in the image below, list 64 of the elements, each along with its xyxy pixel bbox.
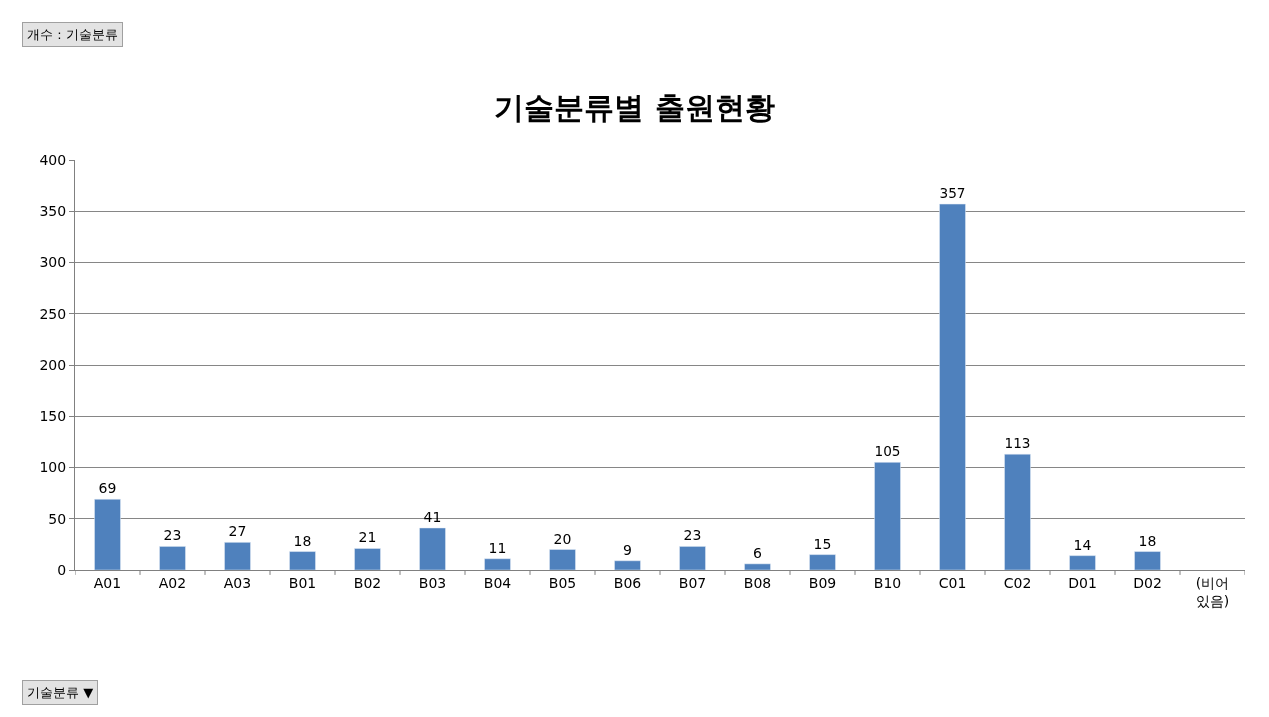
y-tick-label: 350 (39, 203, 67, 220)
bar (1134, 551, 1161, 570)
x-tick-label: A01 (93, 574, 122, 591)
x-tick-label: B09 (808, 574, 837, 591)
x-tick-label: B08 (743, 574, 772, 591)
x-tick-label: B10 (873, 574, 902, 591)
y-tick-label: 0 (57, 561, 67, 578)
bar (744, 563, 771, 570)
bar (679, 546, 706, 570)
data-label: 41 (423, 508, 442, 525)
data-label: 113 (1004, 435, 1031, 452)
text: 기술분류 ▼ (27, 685, 94, 700)
x-tick-label: B04 (483, 574, 512, 591)
y-tick-label: 150 (39, 408, 67, 425)
data-label: 23 (163, 527, 182, 544)
y-tick-label: 100 (39, 459, 67, 476)
x-tick-label: B07 (678, 574, 707, 591)
x-tick-label: B05 (548, 574, 577, 591)
bar (419, 527, 446, 570)
x-tick-label: B02 (353, 574, 382, 591)
data-label: 14 (1073, 536, 1092, 553)
x-tick-label: B03 (418, 574, 447, 591)
data-label: 357 (939, 185, 966, 202)
x-tick-label: (비어 있음) (1195, 574, 1230, 609)
x-tick-label: A03 (223, 574, 252, 591)
bar (1069, 555, 1096, 570)
data-label: 20 (553, 530, 572, 547)
x-tick-label: C02 (1003, 574, 1032, 591)
bar (94, 499, 121, 570)
bar (939, 203, 966, 570)
y-tick-label: 400 (39, 151, 67, 168)
y-tick-label: 250 (39, 305, 67, 322)
y-tick-label: 50 (48, 510, 67, 527)
x-tick-label: C01 (938, 574, 967, 591)
bar (1004, 453, 1031, 570)
y-tick-label: 300 (39, 254, 67, 271)
y-tick-label: 200 (39, 356, 67, 373)
bar (224, 542, 251, 570)
data-label: 69 (98, 480, 117, 497)
data-label: 15 (813, 535, 832, 552)
bar (289, 551, 316, 570)
data-label: 27 (228, 523, 247, 540)
data-label: 6 (753, 544, 762, 561)
x-tick-label: D01 (1068, 574, 1097, 591)
x-tick-label: B01 (288, 574, 317, 591)
data-label: 9 (623, 541, 632, 558)
bar (874, 462, 901, 570)
bar (354, 548, 381, 570)
data-label: 23 (683, 527, 702, 544)
bar (549, 549, 576, 570)
data-label: 18 (293, 532, 312, 549)
text: 개수 : 기술분류 (27, 27, 118, 42)
bar (484, 558, 511, 570)
chart-title: 기술분류별 출원현황 (494, 90, 775, 126)
bar (159, 546, 186, 570)
data-label: 11 (488, 539, 507, 556)
x-tick-label: D02 (1133, 574, 1162, 591)
x-tick-label: B06 (613, 574, 642, 591)
data-label: 105 (874, 443, 901, 460)
data-label: 21 (358, 529, 377, 546)
bar (614, 560, 641, 570)
bar (809, 554, 836, 570)
data-label: 18 (1138, 532, 1157, 549)
x-tick-label: A02 (158, 574, 187, 591)
